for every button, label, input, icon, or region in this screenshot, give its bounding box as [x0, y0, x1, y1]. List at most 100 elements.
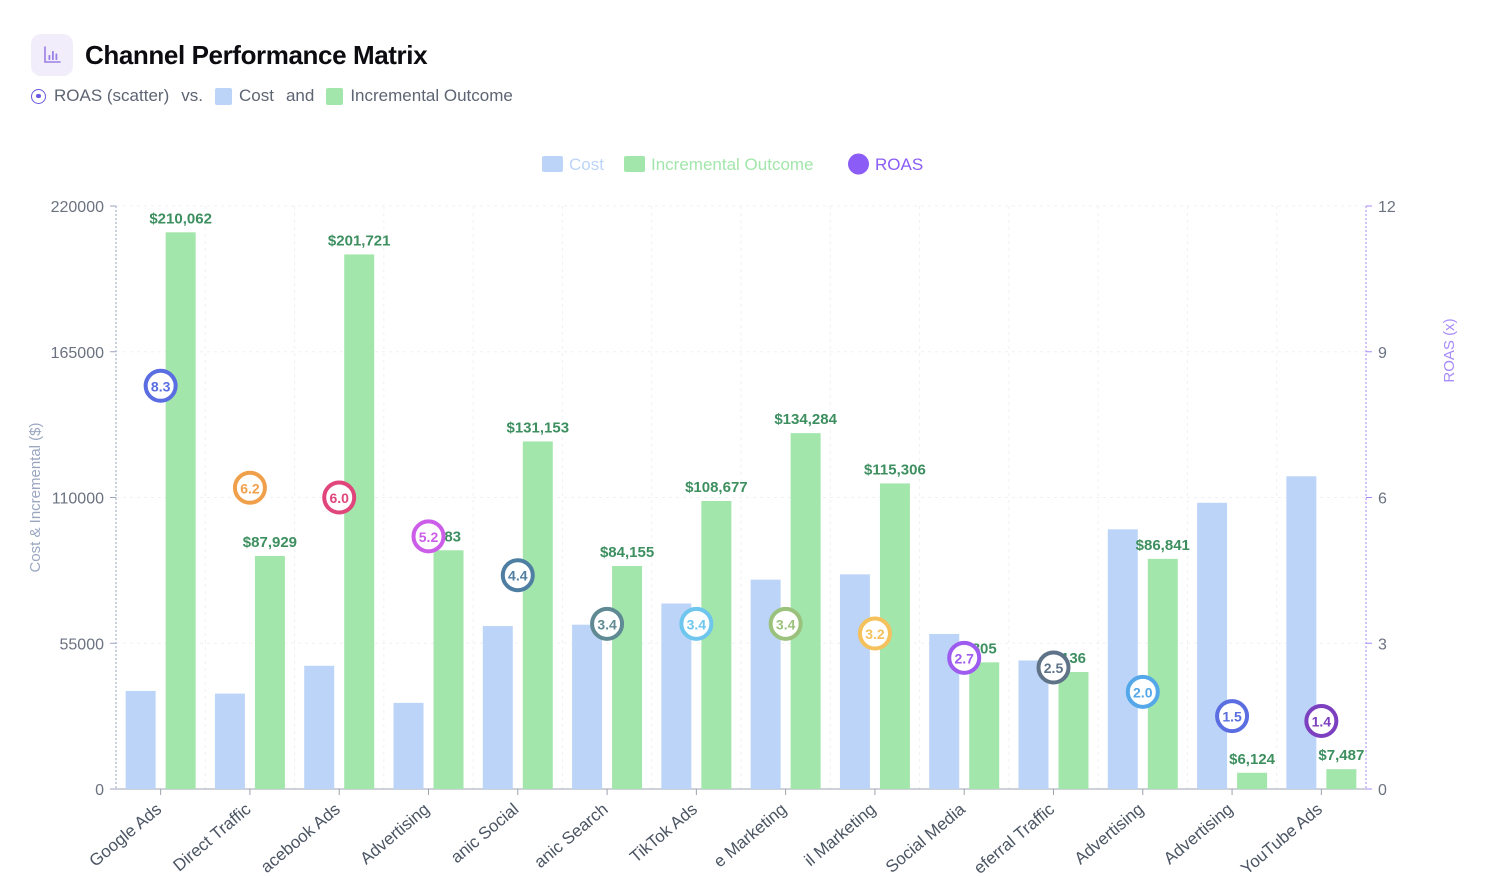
- roas-label: 2.7: [954, 650, 974, 666]
- page-title: Channel Performance Matrix: [85, 39, 428, 70]
- y2-tick-label: 0: [1378, 782, 1387, 799]
- roas-label: 3.4: [597, 616, 617, 632]
- subtitle-incremental-swatch: [326, 87, 344, 105]
- subtitle-cost: Cost: [238, 86, 274, 105]
- bar-incremental: [433, 550, 464, 789]
- legend-swatch: [624, 156, 645, 172]
- data-label-incremental: $108,677: [685, 479, 748, 496]
- bar-chart-icon: [31, 34, 73, 76]
- roas-marker: [857, 616, 892, 651]
- x-tick-label: YouTube Ads: [1237, 800, 1326, 876]
- y2-tick-label: 12: [1378, 199, 1396, 216]
- legend-label: Cost: [569, 155, 604, 174]
- header: Channel Performance Matrix: [31, 34, 428, 76]
- subtitle-and: and: [285, 86, 315, 105]
- data-label-incremental: $6,124: [1229, 751, 1276, 768]
- legend-label: ROAS: [875, 155, 923, 174]
- y-tick-label: 110000: [52, 491, 104, 508]
- roas-marker: [1215, 699, 1250, 734]
- bar-cost: [572, 624, 603, 789]
- bar-incremental: [1326, 769, 1357, 789]
- data-label-incremental: $7,487: [1318, 747, 1364, 764]
- roas-marker: [679, 606, 714, 641]
- roas-label: 3.4: [687, 616, 707, 632]
- roas-marker: [232, 470, 267, 505]
- roas-marker: [143, 368, 178, 403]
- bar-incremental: [254, 555, 285, 789]
- bar-cost: [482, 626, 513, 789]
- bar-cost: [214, 693, 245, 789]
- subtitle-incremental: Incremental Outcome: [350, 86, 513, 105]
- y2-tick-label: 9: [1378, 345, 1387, 362]
- roas-label: 1.4: [1312, 713, 1332, 729]
- bar-incremental: [1237, 772, 1268, 789]
- y2-tick-label: 6: [1378, 491, 1387, 508]
- roas-label: 2.5: [1044, 660, 1064, 676]
- data-label-incremental: $115,306: [864, 461, 926, 478]
- legend-swatch: [848, 153, 869, 175]
- data-label-incremental: $87,929: [243, 534, 297, 551]
- y-axis-title: Cost & Incremental ($): [27, 422, 44, 572]
- legend-swatch: [542, 156, 563, 172]
- bar-cost: [1018, 660, 1049, 789]
- roas-label: 1.5: [1222, 709, 1242, 725]
- y-tick-label: 220000: [51, 199, 104, 216]
- x-tick-label: Social Media: [882, 799, 969, 876]
- subtitle-cost-swatch: [214, 87, 232, 105]
- bar-cost: [1107, 529, 1138, 789]
- roas-marker: [1125, 674, 1160, 709]
- x-tick-label: Direct Traffic: [169, 799, 254, 875]
- roas-label: 3.4: [776, 616, 796, 632]
- bar-incremental: [344, 254, 375, 790]
- bar-incremental: [1147, 558, 1178, 789]
- roas-marker: [1304, 703, 1339, 738]
- bar-cost: [1197, 502, 1228, 789]
- roas-label: 6.0: [329, 490, 349, 506]
- roas-marker: [322, 480, 357, 515]
- roas-target-icon: [31, 88, 46, 104]
- data-label-incremental: $210,062: [149, 210, 212, 227]
- subtitle-roas: ROAS (scatter): [54, 86, 170, 105]
- roas-label: 5.2: [419, 529, 439, 545]
- data-label-incremental: $134,284: [774, 411, 837, 428]
- y-tick-label: 165000: [51, 345, 104, 362]
- bar-incremental: [522, 441, 553, 789]
- bar-cost: [304, 665, 335, 789]
- x-tick-label: Google Ads: [86, 800, 166, 871]
- data-label-incremental: $86,841: [1136, 537, 1190, 554]
- x-tick-label: Advertising: [1160, 800, 1237, 869]
- roas-label: 4.4: [508, 568, 528, 584]
- title-row: Channel Performance Matrix: [31, 34, 428, 76]
- bar-cost: [125, 690, 156, 789]
- roas-marker: [411, 519, 446, 554]
- y2-axis-title: ROAS (x): [1441, 318, 1458, 382]
- roas-label: 2.0: [1133, 684, 1153, 700]
- data-label-incremental: $201,721: [328, 232, 391, 249]
- y-tick-label: 55000: [60, 636, 105, 653]
- roas-label: 3.2: [865, 626, 885, 642]
- bar-cost: [1286, 476, 1317, 789]
- roas-marker: [500, 558, 535, 593]
- x-tick-label: acebook Ads: [257, 800, 344, 876]
- legend-label: Incremental Outcome: [651, 155, 814, 174]
- x-tick-label: Advertising: [1071, 800, 1148, 869]
- chart-subtitle: ROAS (scatter) vs. Cost and Incremental …: [31, 86, 513, 106]
- roas-label: 6.2: [240, 480, 260, 496]
- data-label-incremental: $84,155: [600, 544, 654, 561]
- x-tick-label: eferral Traffic: [970, 799, 1058, 876]
- x-tick-label: TikTok Ads: [626, 800, 701, 867]
- roas-marker: [590, 606, 625, 641]
- bar-cost: [839, 574, 870, 789]
- roas-label: 8.3: [151, 378, 171, 394]
- bar-incremental: [969, 662, 1000, 789]
- bar-incremental: [612, 565, 643, 789]
- x-tick-label: Advertising: [356, 800, 433, 869]
- y-tick-label: 0: [95, 782, 104, 799]
- data-label-incremental: $131,153: [506, 419, 569, 436]
- roas-marker: [947, 640, 982, 675]
- x-tick-label: anic Search: [531, 800, 612, 872]
- subtitle-vs: vs.: [181, 86, 203, 105]
- bar-incremental: [1058, 672, 1089, 789]
- x-tick-label: anic Social: [447, 800, 522, 867]
